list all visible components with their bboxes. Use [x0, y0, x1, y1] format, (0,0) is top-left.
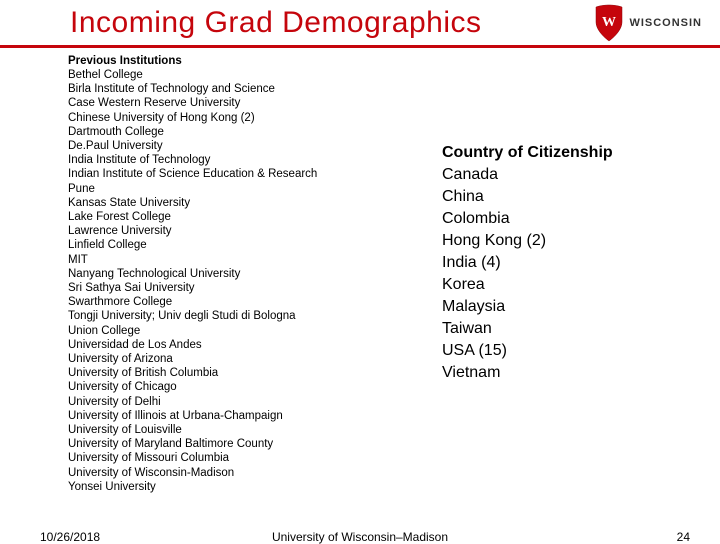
- country-row: Canada: [442, 164, 662, 186]
- institution-row: Dartmouth College: [68, 125, 378, 139]
- institution-row: Swarthmore College: [68, 295, 378, 309]
- country-row: USA (15): [442, 340, 662, 362]
- institution-row: Pune: [68, 182, 378, 196]
- crest-icon: W: [593, 4, 625, 42]
- institution-row: Universidad de Los Andes: [68, 338, 378, 352]
- institution-row: University of Illinois at Urbana-Champai…: [68, 409, 378, 423]
- country-row: Vietnam: [442, 362, 662, 384]
- footer-org: University of Wisconsin–Madison: [272, 530, 448, 544]
- institution-row: Chinese University of Hong Kong (2): [68, 111, 378, 125]
- institution-row: MIT: [68, 253, 378, 267]
- institution-row: Kansas State University: [68, 196, 378, 210]
- country-row: Taiwan: [442, 318, 662, 340]
- institution-row: University of Delhi: [68, 395, 378, 409]
- institution-row: University of Maryland Baltimore County: [68, 437, 378, 451]
- institution-row: Lawrence University: [68, 224, 378, 238]
- institution-row: University of Arizona: [68, 352, 378, 366]
- institution-row: Lake Forest College: [68, 210, 378, 224]
- logo-text: WISCONSIN: [629, 17, 702, 29]
- institution-row: Union College: [68, 324, 378, 338]
- institutions-table: Previous Institutions Bethel CollegeBirl…: [68, 54, 378, 494]
- institution-row: Case Western Reserve University: [68, 96, 378, 110]
- country-row: Colombia: [442, 208, 662, 230]
- country-row: India (4): [442, 252, 662, 274]
- slide-content: Previous Institutions Bethel CollegeBirl…: [0, 48, 720, 54]
- institution-row: De.Paul University: [68, 139, 378, 153]
- institution-row: Birla Institute of Technology and Scienc…: [68, 82, 378, 96]
- slide-title: Incoming Grad Demographics: [70, 6, 482, 40]
- institution-row: University of Wisconsin-Madison: [68, 466, 378, 480]
- footer-date: 10/26/2018: [40, 530, 100, 544]
- institution-row: Linfield College: [68, 238, 378, 252]
- country-row: Hong Kong (2): [442, 230, 662, 252]
- country-row: Korea: [442, 274, 662, 296]
- university-logo: W WISCONSIN: [593, 4, 702, 42]
- institution-row: University of Chicago: [68, 380, 378, 394]
- institution-row: Yonsei University: [68, 480, 378, 494]
- institution-row: University of Louisville: [68, 423, 378, 437]
- slide-header: Incoming Grad Demographics W WISCONSIN: [0, 0, 720, 48]
- country-row: China: [442, 186, 662, 208]
- country-row: Malaysia: [442, 296, 662, 318]
- institution-row: India Institute of Technology: [68, 153, 378, 167]
- svg-text:W: W: [602, 15, 616, 30]
- countries-header: Country of Citizenship: [442, 142, 662, 164]
- countries-table: Country of Citizenship CanadaChinaColomb…: [442, 142, 662, 384]
- institution-row: Tongji University; Univ degli Studi di B…: [68, 309, 378, 323]
- institution-row: Bethel College: [68, 68, 378, 82]
- institution-row: Sri Sathya Sai University: [68, 281, 378, 295]
- institution-row: Nanyang Technological University: [68, 267, 378, 281]
- footer-page: 24: [677, 530, 690, 544]
- institution-row: Indian Institute of Science Education & …: [68, 167, 378, 181]
- institution-row: University of British Columbia: [68, 366, 378, 380]
- institution-row: University of Missouri Columbia: [68, 451, 378, 465]
- institutions-header: Previous Institutions: [68, 54, 378, 68]
